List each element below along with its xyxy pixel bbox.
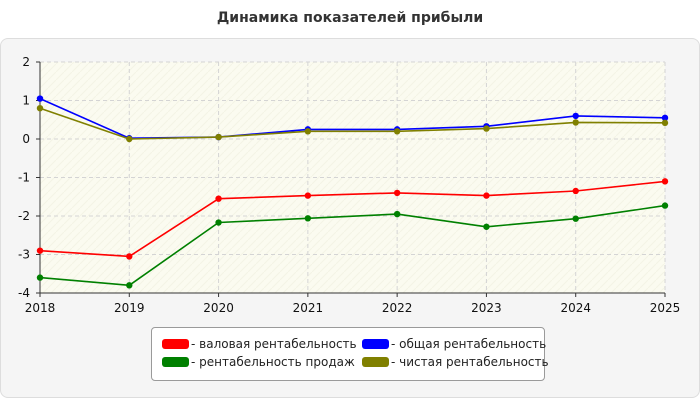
y-tick-label: 0 [22, 132, 30, 146]
data-point [483, 125, 490, 132]
data-point [572, 215, 579, 222]
series-line [39, 180, 666, 258]
legend-item: - рентабельность продаж [162, 354, 355, 370]
x-tick-label: 2022 [382, 301, 413, 315]
data-point [126, 135, 133, 143]
data-point [304, 215, 312, 222]
legend-item: - общая рентабельность [362, 336, 546, 352]
data-point [304, 192, 312, 199]
x-tick-label: 2025 [650, 301, 681, 315]
data-point [215, 133, 222, 141]
data-point [126, 253, 133, 260]
data-point [215, 195, 222, 202]
data-point [661, 119, 669, 127]
data-point [215, 219, 222, 226]
legend: - валовая рентабельность - общая рентабе… [151, 327, 549, 381]
legend-swatch [162, 339, 189, 349]
y-tick-label: -4 [18, 286, 30, 300]
data-point [393, 210, 401, 218]
y-tick-label: 2 [22, 55, 30, 69]
x-tick-label: 2018 [25, 301, 56, 315]
data-point [572, 112, 579, 120]
data-point [36, 95, 44, 102]
x-tick-label: 2021 [293, 301, 324, 315]
legend-label: - рентабельность продаж [191, 355, 355, 369]
series-layer [36, 95, 669, 289]
x-tick-label: 2020 [203, 301, 234, 315]
legend-label: - валовая рентабельность [191, 337, 357, 351]
y-tick-label: -2 [18, 209, 30, 223]
series-line [39, 204, 666, 287]
legend-swatch [362, 357, 389, 367]
chart-title: Динамика показателей прибыли [216, 10, 484, 26]
data-point [36, 105, 44, 112]
data-point [661, 114, 669, 122]
x-tick-label: 2019 [114, 301, 145, 315]
data-point [572, 119, 579, 126]
data-point [661, 202, 669, 209]
legend-item: - валовая рентабельность [162, 336, 357, 352]
data-point [483, 192, 490, 199]
data-point [483, 223, 490, 230]
legend-label: - общая рентабельность [391, 337, 547, 351]
legend-label: - чистая рентабельность [391, 355, 549, 369]
x-tick-label: 2023 [471, 301, 502, 315]
data-point [304, 128, 312, 135]
data-point [393, 189, 401, 197]
data-point [36, 274, 44, 281]
data-point [36, 247, 44, 254]
legend-item: - чистая рентабельность [362, 354, 549, 370]
x-tick-label: 2024 [560, 301, 591, 315]
y-tick-label: -3 [18, 248, 30, 262]
legend-swatch [362, 339, 389, 349]
data-point [393, 128, 401, 135]
grid-lines [40, 61, 666, 293]
series-line [39, 107, 666, 140]
legend-swatch [162, 357, 189, 367]
y-tick-label: -1 [18, 171, 30, 185]
data-point [661, 178, 669, 185]
y-tick-label: 1 [22, 94, 30, 108]
data-point [572, 187, 579, 195]
data-point [126, 282, 133, 289]
